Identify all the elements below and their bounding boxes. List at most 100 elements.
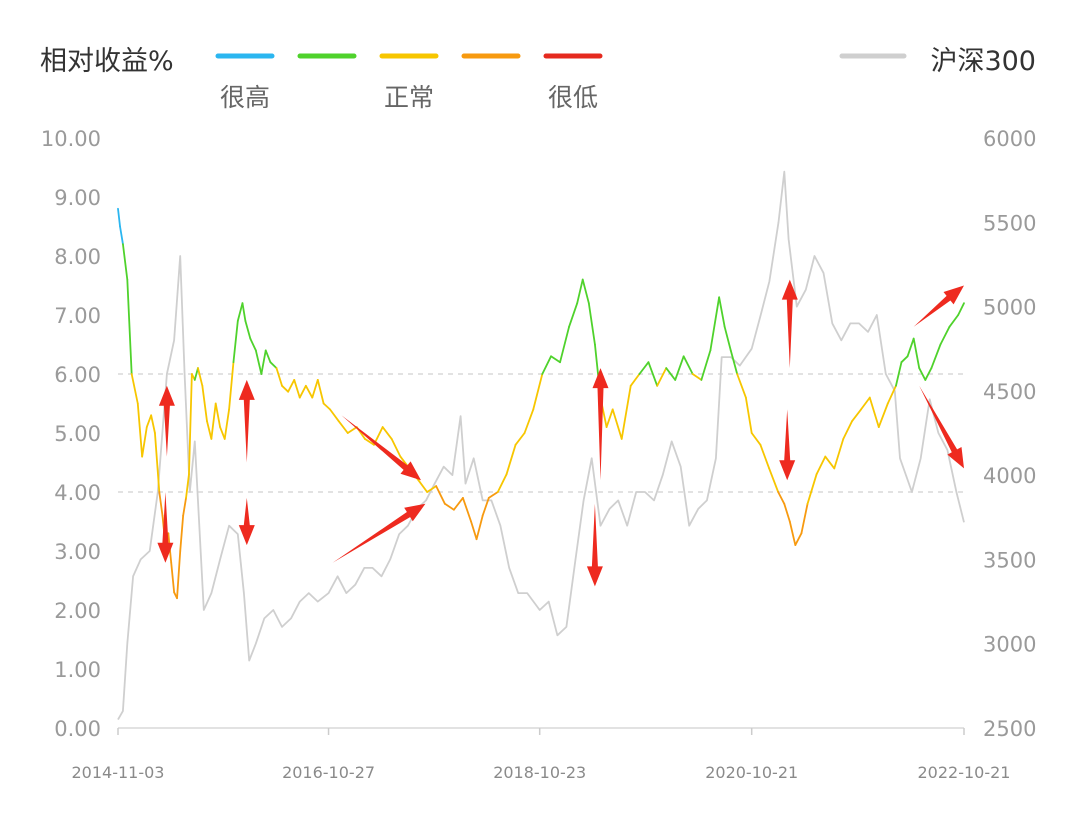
left-tick-label: 0.00 <box>54 717 101 741</box>
x-tick-label: 2022-10-21 <box>918 763 1011 782</box>
relative-return-segment <box>329 408 340 423</box>
relative-return-segment <box>188 373 193 476</box>
relative-return-segment <box>877 402 889 429</box>
relative-return-segment <box>948 314 960 328</box>
left-tick-label: 9.00 <box>54 186 101 210</box>
index-series-line <box>117 170 965 721</box>
annotation-arrow <box>238 497 255 546</box>
relative-return-segment <box>794 532 803 546</box>
annotation-arrows <box>157 279 964 587</box>
relative-return-segment <box>744 396 753 434</box>
relative-return-segment <box>532 373 544 411</box>
relative-return-segment <box>487 491 499 499</box>
right-tick-label: 3000 <box>983 633 1036 657</box>
left-tick-label: 7.00 <box>54 304 101 328</box>
right-axis-ticks: 2500 3000 3500 4000 4500 5000 5500 6000 <box>983 127 1036 741</box>
relative-return-segment <box>783 502 791 523</box>
annotation-arrow <box>586 503 603 587</box>
relative-return-segment <box>605 408 614 429</box>
left-tick-label: 3.00 <box>54 540 101 564</box>
left-tick-label: 6.00 <box>54 363 101 387</box>
relative-return-segment <box>126 278 133 375</box>
left-axis-title: 相对收益% <box>40 46 174 77</box>
relative-return-segment <box>304 384 314 399</box>
relative-return-segment <box>759 443 771 470</box>
relative-return-segment <box>119 225 124 246</box>
relative-return-segment <box>122 243 129 281</box>
relative-return-segment <box>541 355 552 375</box>
relative-return-segment <box>136 402 144 458</box>
x-axis-ticks: 2014-11-03 2016-10-27 2018-10-23 2020-10-21… <box>72 728 1011 782</box>
relative-return-segment <box>930 343 942 370</box>
right-axis-title: 沪深300 <box>930 46 1036 77</box>
relative-return-segment <box>806 473 818 505</box>
relative-return-segment <box>723 325 732 352</box>
relative-return-segment <box>443 502 455 511</box>
relative-return-segment <box>322 402 331 411</box>
relative-return-segment <box>232 319 239 364</box>
relative-return-segment <box>298 384 307 399</box>
x-tick-label: 2014-11-03 <box>72 763 165 782</box>
relative-return-segment <box>381 426 393 440</box>
relative-return-segment <box>193 367 199 381</box>
left-tick-label: 10.00 <box>41 127 101 151</box>
relative-return-segment <box>241 302 247 322</box>
relative-return-segment <box>390 437 402 458</box>
legend: 很高 正常 很低 <box>215 53 907 112</box>
relative-return-segment <box>656 367 668 387</box>
relative-return-segment <box>505 443 517 476</box>
relative-return-segment <box>214 402 221 429</box>
relative-return-segment <box>426 485 438 493</box>
relative-return-segment <box>228 361 235 411</box>
relative-return-series <box>117 207 965 600</box>
right-tick-label: 6000 <box>983 127 1036 151</box>
right-tick-label: 4500 <box>983 380 1036 404</box>
relative-return-segment <box>514 432 526 446</box>
relative-return-segment <box>788 520 797 546</box>
relative-return-segment <box>219 426 226 440</box>
relative-return-segment <box>729 349 739 375</box>
relative-return-segment <box>185 473 190 499</box>
relative-return-segment <box>895 361 903 387</box>
relative-return-segment <box>768 467 780 493</box>
relative-return-segment <box>924 367 933 381</box>
relative-return-segment <box>210 402 217 440</box>
relative-return-segment <box>682 355 694 375</box>
annotation-arrow <box>238 379 255 463</box>
relative-return-segment <box>130 373 139 405</box>
relative-return-segment <box>275 367 283 387</box>
relative-return-segment <box>170 561 176 594</box>
x-tick-label: 2020-10-21 <box>705 763 798 782</box>
relative-return-segment <box>842 420 853 440</box>
left-axis-ticks: 0.00 1.00 2.00 3.00 4.00 5.00 6.00 7.00 8.00 9.00… <box>41 127 101 741</box>
right-tick-label: 3500 <box>983 548 1036 572</box>
relative-return-segment <box>287 378 296 393</box>
annotation-arrow <box>592 368 609 481</box>
relative-return-segment <box>736 373 747 399</box>
relative-return-segment <box>550 355 561 364</box>
relative-return-segment <box>293 378 301 399</box>
legend-label: 很高 <box>220 83 270 112</box>
relative-return-segment <box>452 496 464 511</box>
relative-return-segment <box>182 496 187 517</box>
relative-return-segment <box>496 473 508 493</box>
relative-return-segment <box>244 319 252 340</box>
legend-label: 很低 <box>548 83 598 112</box>
left-tick-label: 5.00 <box>54 422 101 446</box>
annotation-arrow <box>158 385 175 457</box>
right-tick-label: 5500 <box>983 211 1036 235</box>
relative-return-segment <box>886 384 897 405</box>
left-tick-label: 4.00 <box>54 481 101 505</box>
relative-return-segment <box>158 491 164 517</box>
left-tick-label: 8.00 <box>54 245 101 269</box>
annotation-arrow <box>341 415 421 481</box>
relative-return-segment <box>254 349 263 375</box>
relative-return-segment <box>176 550 182 600</box>
relative-return-segment <box>939 325 951 346</box>
relative-return-segment <box>777 491 786 505</box>
relative-return-segment <box>481 496 490 517</box>
relative-return-segment <box>417 479 429 493</box>
relative-return-segment <box>912 337 921 370</box>
relative-return-segment <box>918 367 927 381</box>
